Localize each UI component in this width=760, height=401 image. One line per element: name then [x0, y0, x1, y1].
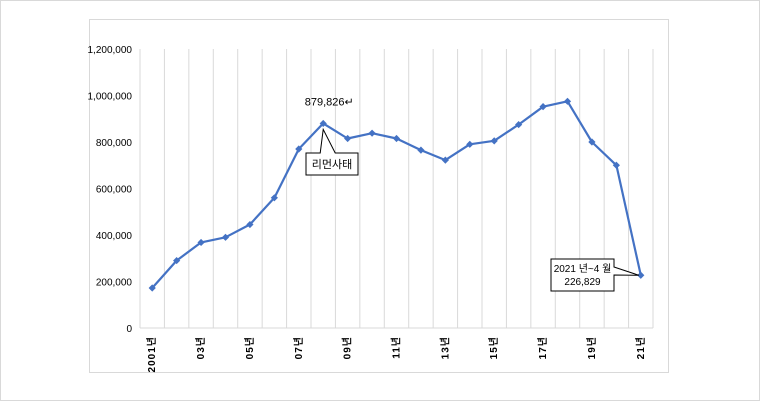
x-tick-label: 17년 — [536, 336, 549, 359]
peak-callout: 리먼사태 — [305, 127, 359, 176]
data-point — [637, 271, 645, 279]
data-point — [417, 146, 425, 154]
x-tick-label: 2001년 — [145, 336, 158, 372]
last-callout-line2: 226,829 — [564, 277, 601, 288]
data-point — [466, 140, 474, 148]
data-point — [588, 138, 596, 146]
series-markers — [148, 97, 645, 292]
x-tick-label: 19년 — [585, 336, 598, 359]
x-tick-label: 07년 — [292, 336, 305, 359]
peak-callout-text: 리먼사태 — [312, 158, 352, 171]
data-point — [173, 256, 181, 265]
data-point — [441, 156, 449, 164]
data-point — [319, 119, 327, 128]
gridlines — [139, 49, 654, 329]
data-point — [490, 137, 498, 145]
data-point — [295, 145, 303, 153]
data-point — [148, 284, 156, 292]
x-tick-label: 15년 — [487, 336, 500, 359]
y-tick-label: 400,000 — [96, 231, 133, 242]
x-axis-labels: 2001년 03년 05년 07년 09년 11년 13년 15년 17년 19년 21년 — [145, 336, 647, 372]
data-point — [368, 129, 376, 137]
data-point — [392, 134, 401, 143]
data-point — [270, 194, 278, 202]
y-axis-labels: 0 200,000 400,000 600,000 800,000 1,000,000 1,… — [88, 45, 133, 335]
data-point — [539, 103, 547, 111]
last-callout: 2021 년~4 월 226,829 — [550, 258, 639, 292]
last-callout-line1: 2021 년~4 월 — [554, 263, 612, 275]
y-tick-label: 200,000 — [96, 278, 133, 289]
x-tick-label: 11년 — [390, 336, 403, 359]
x-tick-label: 09년 — [341, 336, 354, 359]
y-tick-label: 800,000 — [96, 138, 133, 149]
data-point — [612, 161, 620, 169]
x-tick-label: 03년 — [194, 336, 207, 359]
y-tick-label: 600,000 — [96, 185, 133, 196]
data-point — [563, 97, 572, 105]
plot-area-border — [89, 19, 669, 373]
y-tick-label: 1,000,000 — [88, 92, 133, 103]
peak-value-label: 879,826↵ — [305, 96, 354, 108]
x-tick-label: 05년 — [243, 336, 256, 359]
x-tick-label: 21년 — [634, 336, 647, 359]
x-tick-label: 13년 — [438, 336, 451, 359]
data-point — [246, 220, 254, 229]
data-point — [515, 120, 523, 129]
data-point — [221, 233, 230, 241]
data-point — [197, 238, 205, 247]
y-tick-label: 1,200,000 — [88, 45, 133, 56]
data-point — [344, 134, 352, 143]
y-tick-label: 0 — [126, 324, 132, 335]
